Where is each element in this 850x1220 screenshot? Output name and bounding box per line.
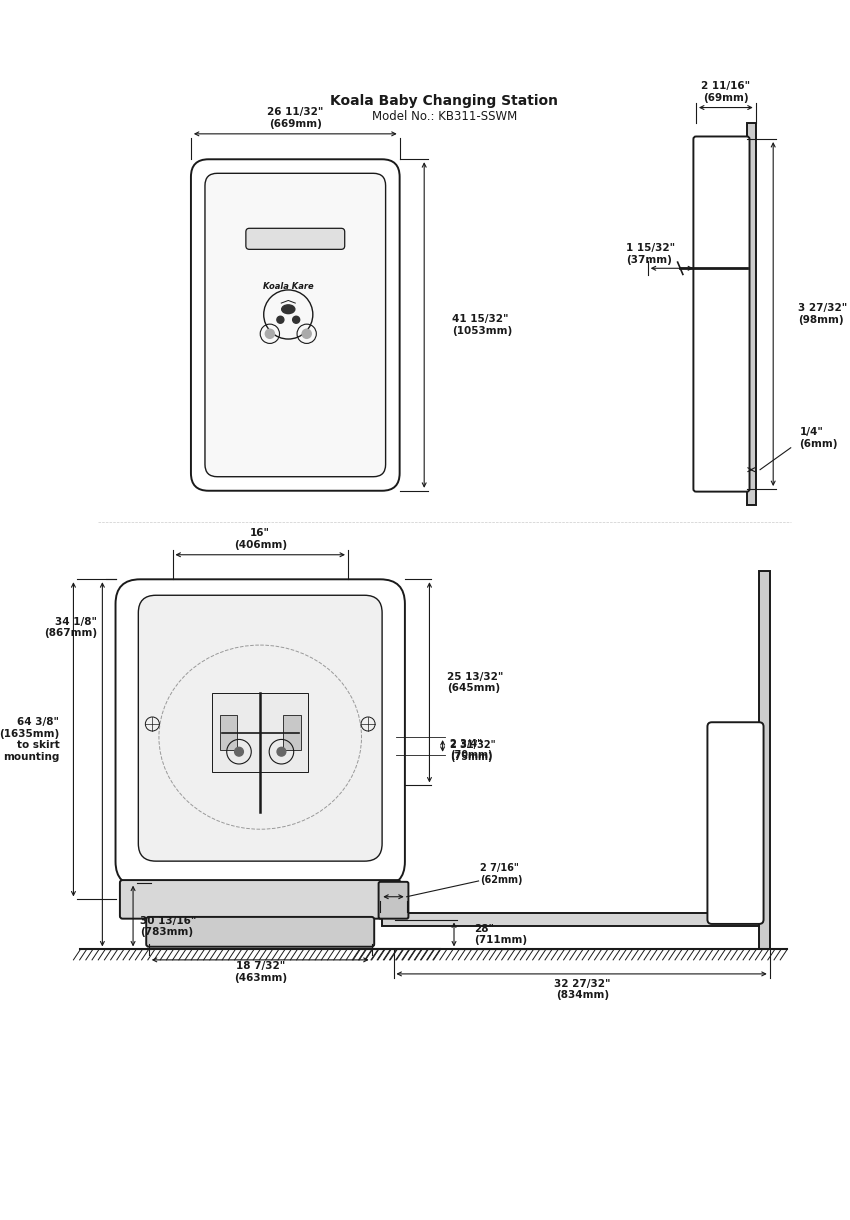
FancyBboxPatch shape: [246, 228, 345, 249]
FancyBboxPatch shape: [116, 580, 405, 886]
Text: Koala Baby Changing Station: Koala Baby Changing Station: [331, 94, 558, 109]
Circle shape: [264, 328, 275, 339]
Circle shape: [302, 328, 312, 339]
Circle shape: [277, 316, 284, 323]
FancyBboxPatch shape: [139, 595, 382, 861]
Bar: [747, 123, 756, 505]
Text: 26 11/32"
(669mm): 26 11/32" (669mm): [267, 107, 324, 129]
Bar: [283, 715, 301, 750]
Bar: [212, 693, 309, 772]
Text: 32 27/32"
(834mm): 32 27/32" (834mm): [554, 978, 610, 1000]
Text: 1/4"
(6mm): 1/4" (6mm): [800, 427, 838, 449]
Bar: [382, 914, 759, 926]
FancyBboxPatch shape: [378, 882, 408, 919]
Text: 25 13/32"
(645mm): 25 13/32" (645mm): [447, 671, 503, 693]
Circle shape: [235, 748, 243, 756]
Text: Model No.: KB311-SSWM: Model No.: KB311-SSWM: [371, 110, 517, 123]
FancyBboxPatch shape: [120, 880, 400, 919]
FancyBboxPatch shape: [707, 722, 763, 924]
Text: 2 3/4"
(70mm): 2 3/4" (70mm): [450, 738, 493, 760]
Text: 41 15/32"
(1053mm): 41 15/32" (1053mm): [452, 315, 513, 336]
Text: 2 31/32"
(75mm): 2 31/32" (75mm): [450, 741, 496, 762]
FancyBboxPatch shape: [146, 917, 374, 947]
Text: 64 3/8"
(1635mm)
to skirt
mounting: 64 3/8" (1635mm) to skirt mounting: [0, 717, 60, 761]
Bar: [219, 715, 237, 750]
Text: 2 11/16"
(69mm): 2 11/16" (69mm): [701, 81, 751, 102]
Bar: [759, 571, 770, 949]
Text: 30 13/16"
(783mm): 30 13/16" (783mm): [140, 916, 196, 937]
Text: 3 27/32"
(98mm): 3 27/32" (98mm): [798, 304, 847, 325]
Ellipse shape: [281, 305, 295, 314]
Text: 1 15/32"
(37mm): 1 15/32" (37mm): [626, 244, 675, 265]
Text: Koala Kare: Koala Kare: [263, 282, 314, 290]
Text: 18 7/32"
(463mm): 18 7/32" (463mm): [234, 961, 286, 983]
Text: 34 1/8"
(867mm): 34 1/8" (867mm): [44, 617, 97, 638]
Text: 2 7/16"
(62mm): 2 7/16" (62mm): [480, 863, 523, 884]
Text: 28"
(711mm): 28" (711mm): [474, 924, 527, 946]
Circle shape: [277, 748, 286, 756]
FancyBboxPatch shape: [191, 160, 400, 490]
Text: 16"
(406mm): 16" (406mm): [234, 528, 286, 550]
FancyBboxPatch shape: [205, 173, 386, 477]
Circle shape: [292, 316, 300, 323]
FancyBboxPatch shape: [694, 137, 750, 492]
